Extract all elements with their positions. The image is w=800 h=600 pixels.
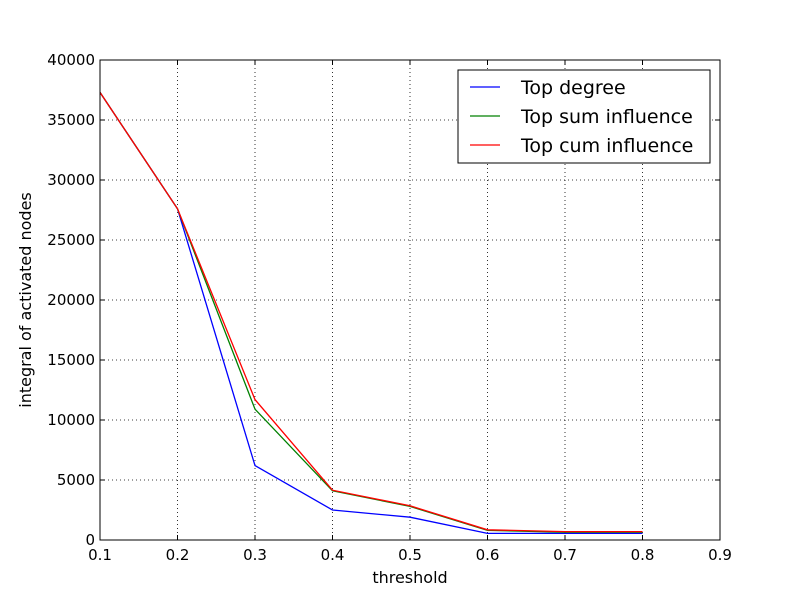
series-line-top-degree	[99, 92, 643, 535]
legend-label-top-cum-influence: Top cum influence	[520, 135, 693, 157]
y-tick-label: 30000	[47, 171, 95, 189]
x-tick-label: 0.6	[476, 546, 500, 564]
y-tick-label: 35000	[47, 111, 95, 129]
y-tick-label: 10000	[47, 411, 95, 429]
series-line-top-cum-influence	[99, 92, 643, 533]
x-tick-label: 0.9	[708, 546, 732, 564]
y-tick-label: 20000	[47, 291, 95, 309]
legend-label-top-sum-influence: Top sum influence	[520, 106, 693, 128]
x-tick-label: 0.4	[321, 546, 345, 564]
legend-label-top-degree: Top degree	[520, 77, 626, 99]
x-tick-label: 0.3	[243, 546, 267, 564]
x-tick-label: 0.7	[553, 546, 577, 564]
x-tick-label: 0.8	[631, 546, 655, 564]
axis-ticks: 0.1 0.2 0.3 0.4 0.5 0.6 0.7 0.8 0.9 0 5000 10000 150…	[47, 51, 732, 564]
x-tick-label: 0.2	[166, 546, 190, 564]
y-tick-label: 15000	[47, 351, 95, 369]
x-tick-label: 0.1	[88, 546, 112, 564]
y-axis-label: integral of activated nodes	[16, 192, 35, 408]
x-tick-label: 0.5	[398, 546, 422, 564]
legend: Top degree Top sum influence Top cum influ…	[457, 69, 711, 164]
y-tick-label: 40000	[47, 51, 95, 69]
y-tick-label: 25000	[47, 231, 95, 249]
x-axis-label: threshold	[372, 568, 447, 587]
y-tick-label: 5000	[57, 471, 95, 489]
y-tick-label: 0	[85, 531, 95, 549]
series-lines	[99, 92, 643, 535]
